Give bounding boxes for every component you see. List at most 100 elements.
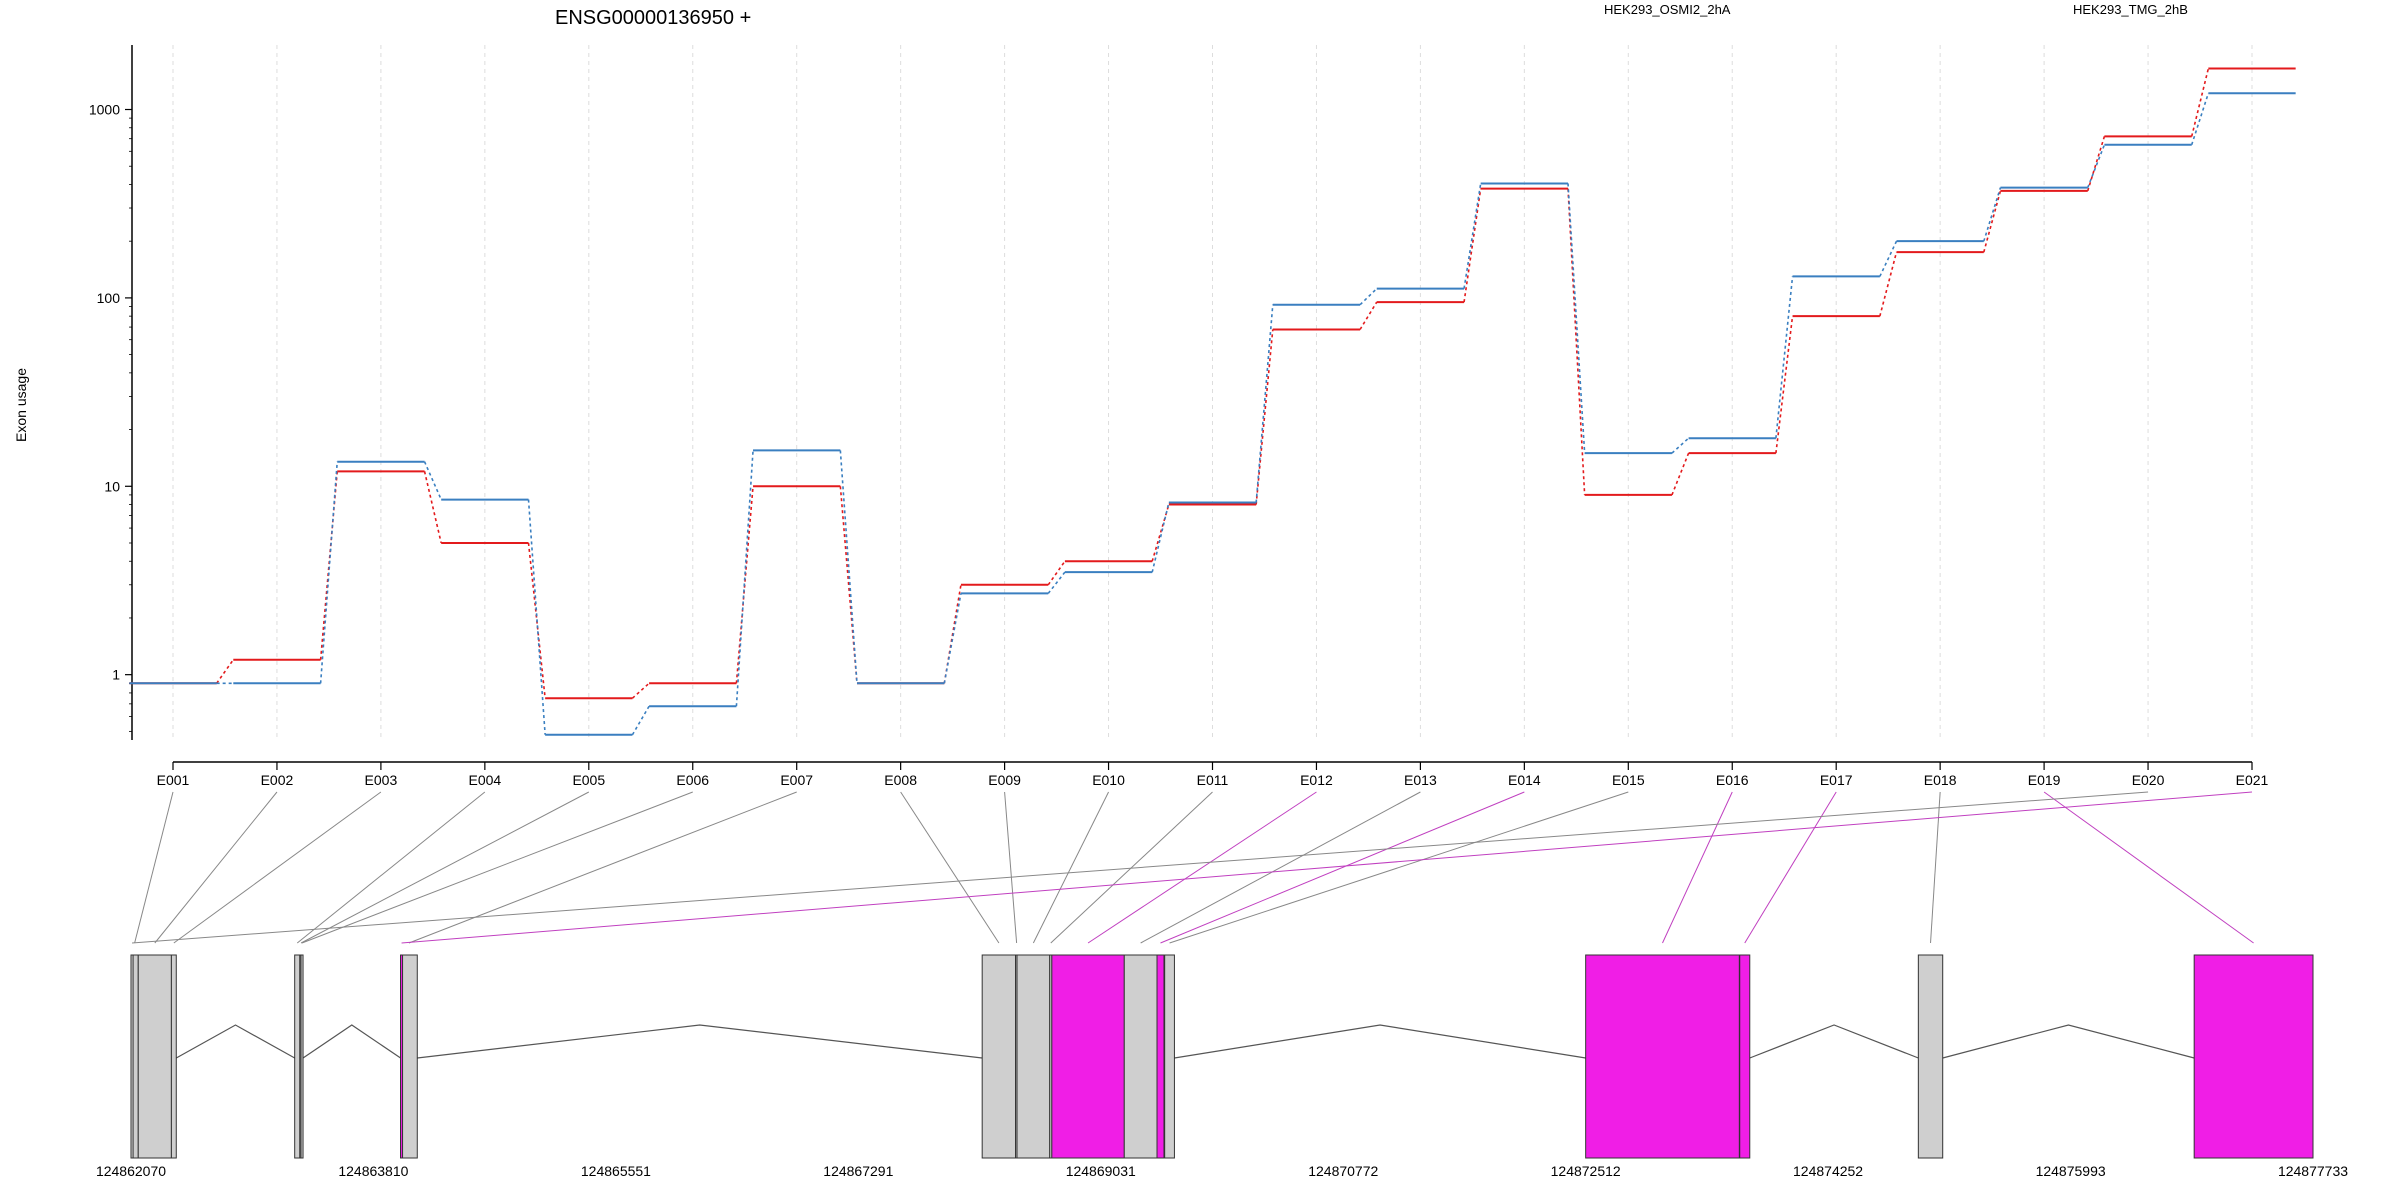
x-tick-label: E019 <box>2028 772 2061 788</box>
exon-connector-line <box>1160 791 1525 944</box>
exon-connector-line <box>300 791 590 944</box>
series-connector <box>735 450 754 707</box>
exon-box <box>1585 954 1740 1159</box>
series-tmg <box>129 92 2296 736</box>
exon-box <box>300 954 304 1159</box>
y-tick-label: 10 <box>104 478 120 494</box>
genomic-tick-label: 124869031 <box>1066 1163 1136 1179</box>
gene-model: 124862070 124863810 124865551 124867291 1248… <box>96 954 2348 1179</box>
series-connector <box>1047 560 1066 586</box>
x-tick-label: E016 <box>1716 772 1749 788</box>
exon-connector-line <box>401 791 2253 944</box>
x-tick-label: E012 <box>1300 772 1333 788</box>
x-tick-label: E013 <box>1404 772 1437 788</box>
exon-connector-line <box>154 791 278 944</box>
exon-connector-line <box>408 791 797 944</box>
exon-box <box>137 954 172 1159</box>
series-connector <box>423 471 442 544</box>
series-connector <box>1255 329 1274 505</box>
exon-box <box>2193 954 2314 1159</box>
exon-box <box>1739 954 1751 1159</box>
x-tick-label: E021 <box>2236 772 2269 788</box>
intron-line <box>417 1024 983 1059</box>
series-connector <box>2086 136 2106 192</box>
legend-entry-tmg: HEK293_TMG_2hB <box>2073 2 2188 17</box>
y-tick-label: 1000 <box>89 102 120 118</box>
series-connector <box>423 461 442 500</box>
exon-connector-line <box>1744 791 1837 944</box>
exon-connector-line <box>1032 791 1109 944</box>
series-connector <box>1359 301 1378 330</box>
intron-line <box>1942 1024 2195 1059</box>
x-tick-label: E002 <box>261 772 294 788</box>
x-tick-label: E007 <box>780 772 813 788</box>
exon-box <box>130 954 134 1159</box>
exon-connector-line <box>134 791 174 944</box>
intron-line <box>175 1024 295 1059</box>
exon-box <box>294 954 301 1159</box>
genomic-tick-label: 124870772 <box>1308 1163 1378 1179</box>
genomic-tick-label: 124865551 <box>581 1163 651 1179</box>
series-connector <box>1567 188 1586 495</box>
x-tick-label: E017 <box>1820 772 1853 788</box>
genomic-tick-label: 124867291 <box>823 1163 893 1179</box>
series-connector <box>1047 571 1066 594</box>
exon-connector-line <box>1930 791 1941 944</box>
series-connector <box>1463 188 1482 303</box>
series-connector <box>2087 144 2106 188</box>
exon-connector-line <box>1050 791 1213 944</box>
x-tick-label: E001 <box>157 772 190 788</box>
exon-box <box>400 954 404 1159</box>
exon-box <box>1917 954 1944 1159</box>
intron-line <box>1749 1024 1919 1059</box>
genomic-tick-label: 124872512 <box>1551 1163 1621 1179</box>
exon-connector-line <box>900 791 1000 944</box>
x-tick-label: E005 <box>572 772 605 788</box>
exon-box <box>1156 954 1165 1159</box>
series-connector <box>1775 276 1794 439</box>
genomic-tick-label: 124874252 <box>1793 1163 1863 1179</box>
series-connector <box>631 705 650 736</box>
series-connector <box>631 682 650 699</box>
series-connector <box>1983 187 2002 242</box>
series-connector <box>1775 316 1794 454</box>
legend-entry-osmi2: HEK293_OSMI2_2hA <box>1604 2 1731 17</box>
series-connector <box>216 659 234 684</box>
exon-connector-line <box>1087 791 1317 944</box>
series-connector <box>839 486 858 684</box>
exon-box <box>1164 954 1175 1159</box>
x-tick-label: E009 <box>988 772 1021 788</box>
genomic-tick-label: 124863810 <box>338 1163 408 1179</box>
exon-connector-line <box>1140 791 1421 944</box>
series-connector <box>1151 504 1170 562</box>
x-tick-label: E014 <box>1508 772 1541 788</box>
series-connector <box>1879 251 1898 317</box>
series-connector <box>1463 183 1482 289</box>
y-tick-label: 100 <box>97 290 121 306</box>
genomic-tick-label: 124877733 <box>2278 1163 2348 1179</box>
series-connector <box>319 461 339 684</box>
intron-line <box>1174 1024 1586 1059</box>
grid-lines <box>172 45 2253 740</box>
exon-connector-line <box>296 791 486 944</box>
exon-box <box>1016 954 1051 1159</box>
x-tick-label: E018 <box>1924 772 1957 788</box>
x-tick-label: E015 <box>1612 772 1645 788</box>
exon-connector-line <box>1004 791 1018 944</box>
exon-connector-line <box>173 791 382 944</box>
exon-box <box>1123 954 1158 1159</box>
x-tick-label: E004 <box>468 772 501 788</box>
exon-box <box>1051 954 1125 1159</box>
exon-box <box>170 954 177 1159</box>
series-connector <box>1983 190 2002 253</box>
series-connector <box>1671 437 1690 454</box>
exon-connectors <box>132 791 2254 944</box>
series-connector <box>839 450 858 684</box>
exon-connector-line <box>1169 791 1629 944</box>
series-connector <box>1879 240 1898 277</box>
series-connector <box>1567 183 1586 454</box>
genomic-tick-label: 124862070 <box>96 1163 166 1179</box>
series-connector <box>1359 288 1378 306</box>
axes: 1 10 100 1000 E001 E002 E003 E004 E005 E006 E007 E0… <box>89 45 2269 788</box>
x-tick-label: E011 <box>1197 772 1229 788</box>
